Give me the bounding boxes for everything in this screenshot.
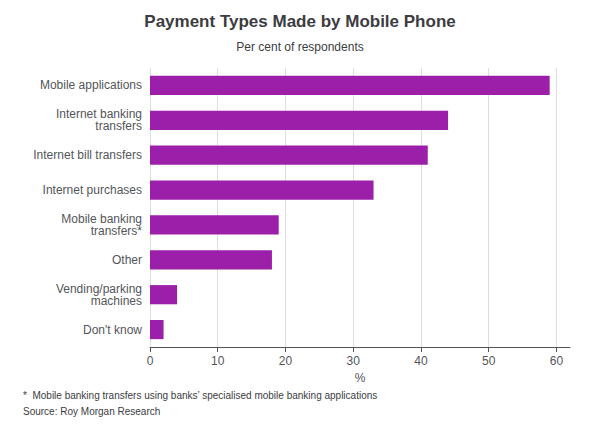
svg-text:Don't know: Don't know [83,323,142,337]
svg-text:50: 50 [482,354,496,368]
svg-text:transfers: transfers [95,119,142,133]
svg-text:Source: Roy Morgan Research: Source: Roy Morgan Research [23,406,160,417]
svg-text:Internet purchases: Internet purchases [43,183,142,197]
svg-text:Internet banking: Internet banking [55,107,142,122]
svg-text:%: % [355,371,366,385]
svg-text:Other: Other [112,253,142,267]
svg-text:20: 20 [279,354,293,368]
svg-text:transfers*: transfers* [91,224,143,238]
svg-text:Internet bill transfers: Internet bill transfers [33,148,142,162]
svg-text:Payment Types Made by Mobile P: Payment Types Made by Mobile Phone [144,12,455,31]
svg-text:30: 30 [347,354,361,368]
svg-text:Per cent of respondents: Per cent of respondents [236,40,363,54]
svg-text:40: 40 [414,354,428,368]
svg-text:Mobile applications: Mobile applications [40,78,142,92]
svg-text:10: 10 [211,354,225,368]
svg-text:0: 0 [147,354,154,368]
svg-text:machines: machines [91,294,142,308]
svg-text:Vending/parking: Vending/parking [55,281,142,296]
svg-text:* Mobile banking transfers us: * Mobile banking transfers using banks’ … [23,390,377,401]
svg-text:Mobile banking: Mobile banking [61,211,142,226]
svg-text:60: 60 [550,354,564,368]
